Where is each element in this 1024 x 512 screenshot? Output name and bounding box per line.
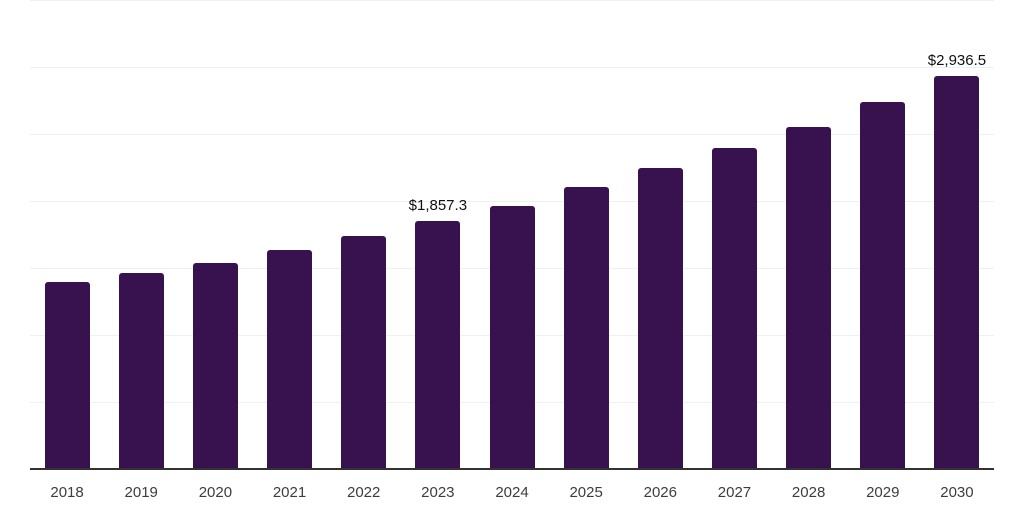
x-tick-2020: 2020 — [198, 484, 233, 501]
gridline-2000 — [30, 200, 994, 202]
x-tick-2026: 2026 — [643, 484, 677, 501]
gridline-2500 — [30, 133, 994, 135]
x-tick-2028: 2028 — [791, 484, 826, 501]
bar-2022 — [341, 236, 387, 470]
x-tick-2027: 2027 — [717, 484, 752, 501]
bar-2023 — [415, 220, 461, 470]
x-tick-2018: 2018 — [50, 484, 84, 501]
bar-2030 — [934, 76, 980, 470]
bar-2018 — [44, 282, 90, 470]
bar-2029 — [860, 102, 906, 470]
bar-2021 — [267, 249, 313, 470]
gridline-3000 — [30, 66, 994, 68]
x-axis: 2018 2019 2020 2021 2022 2023 2024 2025 2026 2027… — [30, 484, 994, 506]
bar-2026 — [637, 168, 683, 470]
x-tick-2030: 2030 — [940, 484, 974, 501]
data-label-2023: $1,857.3 — [408, 196, 468, 214]
bar-2028 — [786, 126, 832, 470]
bar-2020 — [192, 262, 238, 470]
gridline-3500 — [30, 0, 994, 1]
x-tick-2024: 2024 — [495, 484, 529, 501]
x-tick-2029: 2029 — [866, 484, 900, 501]
x-tick-2025: 2025 — [569, 484, 603, 501]
x-tick-2019: 2019 — [124, 484, 158, 501]
plot-area: $1,857.3 $2,936.5 — [30, 0, 994, 470]
x-tick-2021: 2021 — [272, 484, 307, 501]
x-axis-line — [30, 468, 994, 470]
bar-2024 — [489, 205, 535, 470]
bar-2019 — [118, 273, 164, 470]
bar-2025 — [563, 186, 609, 470]
bar-2027 — [711, 148, 757, 470]
x-tick-2022: 2022 — [347, 484, 381, 501]
data-label-2030: $2,936.5 — [927, 52, 987, 70]
x-tick-2023: 2023 — [421, 484, 455, 501]
